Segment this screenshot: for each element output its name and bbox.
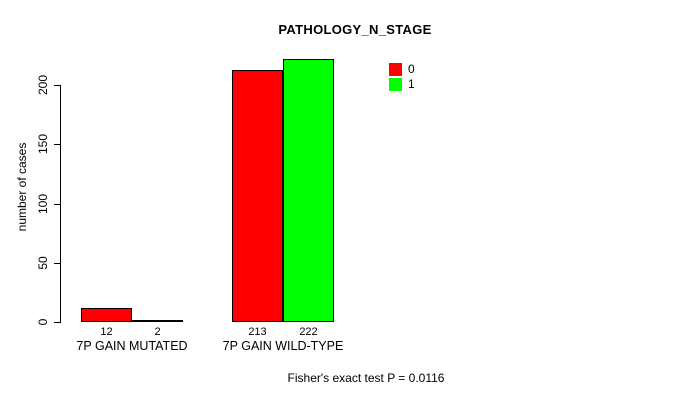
bar-group0-series1 (132, 320, 183, 322)
y-tick-label: 150 (36, 133, 50, 155)
y-tick-label: 50 (36, 256, 50, 270)
bar-group1-series0 (232, 70, 283, 322)
stat-annotation: Fisher's exact test P = 0.0116 (287, 371, 445, 385)
legend-entry-0: 0 (389, 63, 415, 76)
bar-group0-series0 (81, 308, 132, 322)
x-category-label: 7P GAIN WILD-TYPE (222, 339, 344, 353)
y-tick-label: 100 (36, 193, 50, 215)
y-tick (54, 144, 60, 145)
y-axis-line (60, 85, 61, 323)
legend-swatch-green (389, 78, 402, 91)
bar-value-label: 2 (154, 326, 161, 338)
y-tick (54, 204, 60, 205)
y-axis-title: number of cases (15, 142, 29, 232)
legend: 0 1 (389, 63, 415, 93)
bar-value-label: 222 (299, 326, 318, 338)
legend-swatch-red (389, 63, 402, 76)
bar-value-label: 12 (100, 326, 113, 338)
bar-value-label: 213 (248, 326, 267, 338)
y-tick (54, 263, 60, 264)
legend-label-0: 0 (408, 62, 415, 76)
y-tick-label: 0 (36, 318, 50, 326)
legend-label-1: 1 (408, 77, 415, 91)
chart-title: PATHOLOGY_N_STAGE (278, 22, 432, 37)
y-tick (54, 85, 60, 86)
bar-group1-series1 (283, 59, 334, 322)
x-category-label: 7P GAIN MUTATED (76, 339, 188, 353)
legend-entry-1: 1 (389, 78, 415, 91)
y-tick (54, 322, 60, 323)
y-tick-label: 200 (36, 74, 50, 96)
